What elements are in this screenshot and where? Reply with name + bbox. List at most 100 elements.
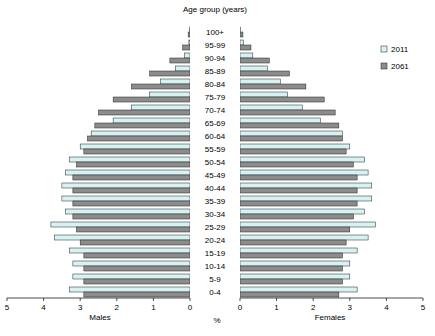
bar bbox=[62, 196, 190, 201]
bar bbox=[240, 66, 267, 71]
bar bbox=[240, 40, 244, 45]
bar bbox=[240, 157, 364, 162]
bar bbox=[240, 131, 342, 136]
bar bbox=[170, 58, 190, 63]
bar bbox=[77, 227, 190, 232]
chart: 0-45-910-1415-1920-2425-2930-3435-3940-4… bbox=[0, 0, 435, 336]
tick-label: 3 bbox=[348, 303, 353, 312]
tick-label: 2 bbox=[311, 303, 316, 312]
male-bars bbox=[51, 27, 190, 297]
bar bbox=[131, 84, 190, 89]
bar bbox=[240, 266, 342, 271]
bar bbox=[240, 274, 350, 279]
tick-label: 5 bbox=[5, 303, 10, 312]
tick bbox=[153, 298, 154, 301]
tick bbox=[423, 298, 424, 301]
bar bbox=[66, 170, 190, 175]
category-label: 65-69 bbox=[205, 119, 226, 128]
bar bbox=[84, 292, 190, 297]
tick-label: 1 bbox=[274, 303, 279, 312]
tick bbox=[116, 298, 117, 301]
bar bbox=[240, 253, 342, 258]
bar bbox=[240, 227, 350, 232]
category-label: 90-94 bbox=[205, 54, 226, 63]
category-label: 80-84 bbox=[205, 80, 226, 89]
bar bbox=[240, 222, 375, 227]
bar bbox=[188, 32, 190, 37]
side-label: Males bbox=[89, 313, 110, 322]
tick-label: 3 bbox=[78, 303, 83, 312]
bar bbox=[240, 92, 288, 97]
tick-label: 4 bbox=[384, 303, 389, 312]
bar bbox=[240, 105, 302, 110]
axis bbox=[7, 298, 190, 299]
axis bbox=[240, 298, 423, 299]
bar bbox=[240, 58, 269, 63]
bar bbox=[183, 45, 190, 50]
bar bbox=[240, 261, 350, 266]
bar bbox=[73, 274, 190, 279]
bar bbox=[84, 266, 190, 271]
legend-label: 2011 bbox=[391, 45, 409, 54]
bar bbox=[240, 214, 353, 219]
bar bbox=[240, 292, 339, 297]
bar bbox=[80, 240, 190, 245]
bar bbox=[240, 71, 289, 76]
legend-label: 2061 bbox=[391, 62, 409, 71]
tick-label: 2 bbox=[115, 303, 120, 312]
category-label: 10-14 bbox=[205, 262, 226, 271]
bar bbox=[84, 253, 190, 258]
tick bbox=[349, 298, 350, 301]
tick-label: 5 bbox=[421, 303, 426, 312]
bar bbox=[240, 53, 253, 58]
bar bbox=[69, 248, 190, 253]
bar bbox=[240, 136, 342, 141]
bar bbox=[73, 175, 190, 180]
bar bbox=[113, 97, 190, 102]
bar bbox=[51, 222, 190, 227]
female-bars bbox=[240, 27, 375, 297]
bar bbox=[131, 105, 190, 110]
tick bbox=[313, 298, 314, 301]
bar bbox=[150, 92, 190, 97]
bar bbox=[150, 71, 190, 76]
bar bbox=[240, 240, 346, 245]
bar bbox=[99, 110, 191, 115]
bar bbox=[80, 144, 190, 149]
bar bbox=[240, 162, 353, 167]
bar bbox=[88, 136, 190, 141]
y-label: Age group (years) bbox=[183, 5, 247, 14]
bar bbox=[73, 188, 190, 193]
category-label: 70-74 bbox=[205, 106, 226, 115]
tick-label: 4 bbox=[41, 303, 46, 312]
bar bbox=[161, 79, 190, 84]
category-label: 50-54 bbox=[205, 158, 226, 167]
category-label: 40-44 bbox=[205, 184, 226, 193]
tick-label: 0 bbox=[238, 303, 243, 312]
bar bbox=[240, 110, 335, 115]
category-label: 15-19 bbox=[205, 249, 226, 258]
legend-swatch bbox=[381, 63, 387, 69]
bar bbox=[73, 201, 190, 206]
bar bbox=[240, 170, 368, 175]
bar bbox=[113, 118, 190, 123]
category-label: 25-29 bbox=[205, 223, 226, 232]
tick bbox=[80, 298, 81, 301]
bar bbox=[95, 123, 190, 128]
bar bbox=[240, 144, 350, 149]
bar bbox=[240, 79, 280, 84]
bar bbox=[55, 235, 190, 240]
bar bbox=[240, 149, 346, 154]
tick bbox=[190, 298, 191, 301]
bar bbox=[189, 27, 190, 32]
tick-label: 0 bbox=[188, 303, 193, 312]
bar bbox=[84, 279, 190, 284]
side-label: Females bbox=[315, 313, 346, 322]
bar bbox=[240, 196, 372, 201]
category-label: 85-89 bbox=[205, 67, 226, 76]
tick bbox=[386, 298, 387, 301]
bar bbox=[77, 162, 190, 167]
bar bbox=[240, 27, 241, 32]
bar bbox=[84, 149, 190, 154]
bar bbox=[69, 287, 190, 292]
